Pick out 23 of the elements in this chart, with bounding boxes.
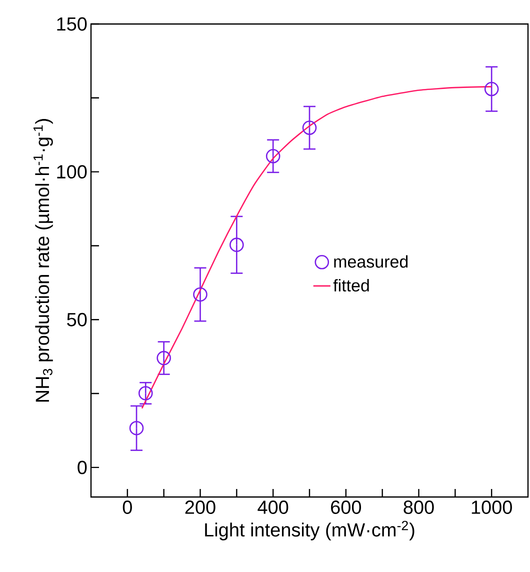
- point: [156, 350, 171, 366]
- x-tick-label: 200: [185, 500, 216, 514]
- point: [193, 287, 208, 302]
- y-tick-label: 50: [67, 312, 87, 326]
- legend-label: measured: [334, 255, 408, 268]
- point: [129, 420, 144, 436]
- point: [266, 148, 280, 164]
- y-tick-label: 100: [57, 165, 87, 179]
- legend-label: fitted: [333, 279, 369, 292]
- y-axis-title: NH$_{3}$ production rate (µmol·h$^{-1}$·g$^{-1}$): [34, 119, 53, 402]
- point: [230, 238, 244, 252]
- y-tick-label: 150: [57, 17, 87, 31]
- x-tick-label: 800: [404, 500, 434, 514]
- y-tick-label: 0: [78, 460, 87, 474]
- point: [138, 386, 153, 400]
- line-series: [141, 86, 492, 409]
- x-axis-title: Light intensity (mW·cm$^{-2}$): [205, 520, 414, 540]
- x-tick-label: 0: [122, 500, 132, 514]
- x-tick-label: 600: [331, 500, 362, 514]
- x-tick-label: 400: [258, 500, 288, 514]
- x-tick-label: 1000: [472, 500, 512, 514]
- point: [484, 82, 499, 96]
- point: [302, 120, 317, 135]
